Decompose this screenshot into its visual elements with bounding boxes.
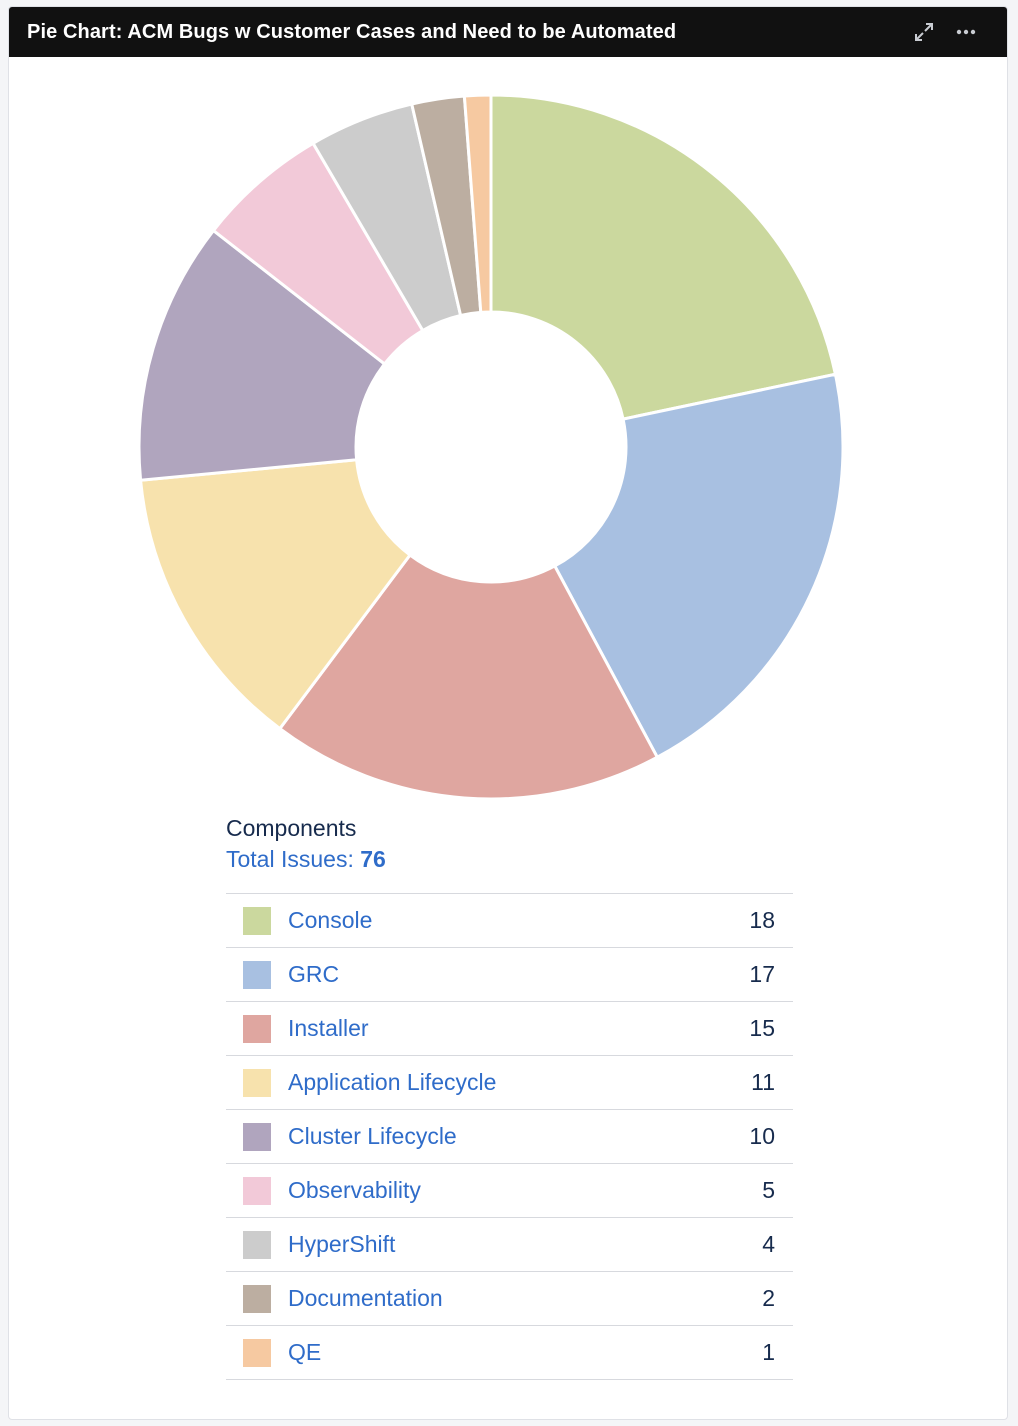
- legend-swatch: [243, 1338, 271, 1367]
- legend-count: 15: [705, 1001, 793, 1056]
- legend-count: 11: [705, 1055, 793, 1110]
- legend-swatch-cell: [226, 1325, 288, 1380]
- expand-arrows-icon[interactable]: [911, 19, 937, 45]
- legend-swatch-cell: [226, 1001, 288, 1056]
- legend-swatch: [243, 1230, 271, 1259]
- legend-row-qe: QE 1: [226, 1325, 793, 1380]
- legend-swatch: [243, 1176, 271, 1205]
- gadget-header: Pie Chart: ACM Bugs w Customer Cases and…: [9, 7, 1007, 57]
- pie-slice-qe[interactable]: [462, 93, 493, 314]
- pie-slice-installer[interactable]: [277, 552, 660, 801]
- more-ellipsis-icon[interactable]: [953, 19, 979, 45]
- legend-swatch: [243, 906, 271, 935]
- legend-swatch-cell: [226, 1271, 288, 1326]
- legend-link-cluster-lifecycle[interactable]: Cluster Lifecycle: [288, 1123, 457, 1149]
- pie-slice-cluster-lifecycle[interactable]: [137, 228, 387, 482]
- donut-chart: [137, 93, 845, 801]
- legend-row-installer: Installer 15: [226, 1001, 793, 1056]
- legend-link-grc[interactable]: GRC: [288, 961, 340, 987]
- legend-link-application-lifecycle[interactable]: Application Lifecycle: [288, 1069, 497, 1095]
- legend-link-hypershift[interactable]: HyperShift: [288, 1231, 396, 1257]
- legend-row-console: Console 18: [226, 893, 793, 948]
- legend-swatch: [243, 1014, 271, 1043]
- legend-swatch: [243, 960, 271, 989]
- legend-label-cell: Application Lifecycle: [288, 1055, 706, 1110]
- legend-swatch: [243, 1122, 271, 1151]
- legend-row-documentation: Documentation 2: [226, 1271, 793, 1326]
- legend-label-cell: Documentation: [288, 1271, 706, 1326]
- legend-count: 1: [705, 1325, 793, 1380]
- legend-row-application-lifecycle: Application Lifecycle 11: [226, 1055, 793, 1110]
- legend-count: 2: [705, 1271, 793, 1326]
- legend-swatch-cell: [226, 1055, 288, 1110]
- pie-slice-console[interactable]: [489, 93, 838, 421]
- legend-swatch-cell: [226, 1217, 288, 1272]
- pie-slice-application-lifecycle[interactable]: [138, 458, 413, 731]
- legend-count: 10: [705, 1109, 793, 1164]
- donut-chart-area: [9, 57, 1007, 817]
- legend-swatch-cell: [226, 1109, 288, 1164]
- legend-label-cell: Cluster Lifecycle: [288, 1109, 706, 1164]
- legend-heading: Components: [226, 815, 357, 841]
- legend-swatch: [243, 1284, 271, 1313]
- legend-label-cell: GRC: [288, 947, 706, 1002]
- legend-link-qe[interactable]: QE: [288, 1339, 322, 1365]
- chart-legend: Components Total Issues: 76 Console 18 GRC…: [226, 813, 793, 1380]
- gadget-title: Pie Chart: ACM Bugs w Customer Cases and…: [27, 20, 677, 43]
- legend-label-cell: Installer: [288, 1001, 706, 1056]
- total-issues-label: Total Issues:: [226, 846, 361, 872]
- legend-swatch-cell: [226, 1163, 288, 1218]
- total-issues: Total Issues: 76: [226, 843, 793, 875]
- total-issues-value: 76: [360, 846, 386, 872]
- legend-link-observability[interactable]: Observability: [288, 1177, 421, 1203]
- legend-count: 5: [705, 1163, 793, 1218]
- legend-row-cluster-lifecycle: Cluster Lifecycle 10: [226, 1109, 793, 1164]
- legend-row-hypershift: HyperShift 4: [226, 1217, 793, 1272]
- legend-count: 4: [705, 1217, 793, 1272]
- legend-label-cell: QE: [288, 1325, 706, 1380]
- legend-count: 18: [705, 893, 793, 948]
- legend-row-grc: GRC 17: [226, 947, 793, 1002]
- legend-count: 17: [705, 947, 793, 1002]
- legend-link-documentation[interactable]: Documentation: [288, 1285, 443, 1311]
- legend-swatch: [243, 1068, 271, 1097]
- pie-slice-grc[interactable]: [552, 372, 845, 760]
- legend-label-cell: Observability: [288, 1163, 706, 1218]
- legend-row-observability: Observability 5: [226, 1163, 793, 1218]
- legend-label-cell: Console: [288, 893, 706, 948]
- legend-label-cell: HyperShift: [288, 1217, 706, 1272]
- legend-link-installer[interactable]: Installer: [288, 1015, 369, 1041]
- header-actions: [911, 19, 979, 45]
- legend-swatch-cell: [226, 893, 288, 948]
- legend-link-console[interactable]: Console: [288, 907, 373, 933]
- legend-table: Console 18 GRC 17 Installer 15 Application Lif…: [226, 893, 793, 1380]
- legend-swatch-cell: [226, 947, 288, 1002]
- pie-chart-gadget: Pie Chart: ACM Bugs w Customer Cases and…: [8, 6, 1008, 1420]
